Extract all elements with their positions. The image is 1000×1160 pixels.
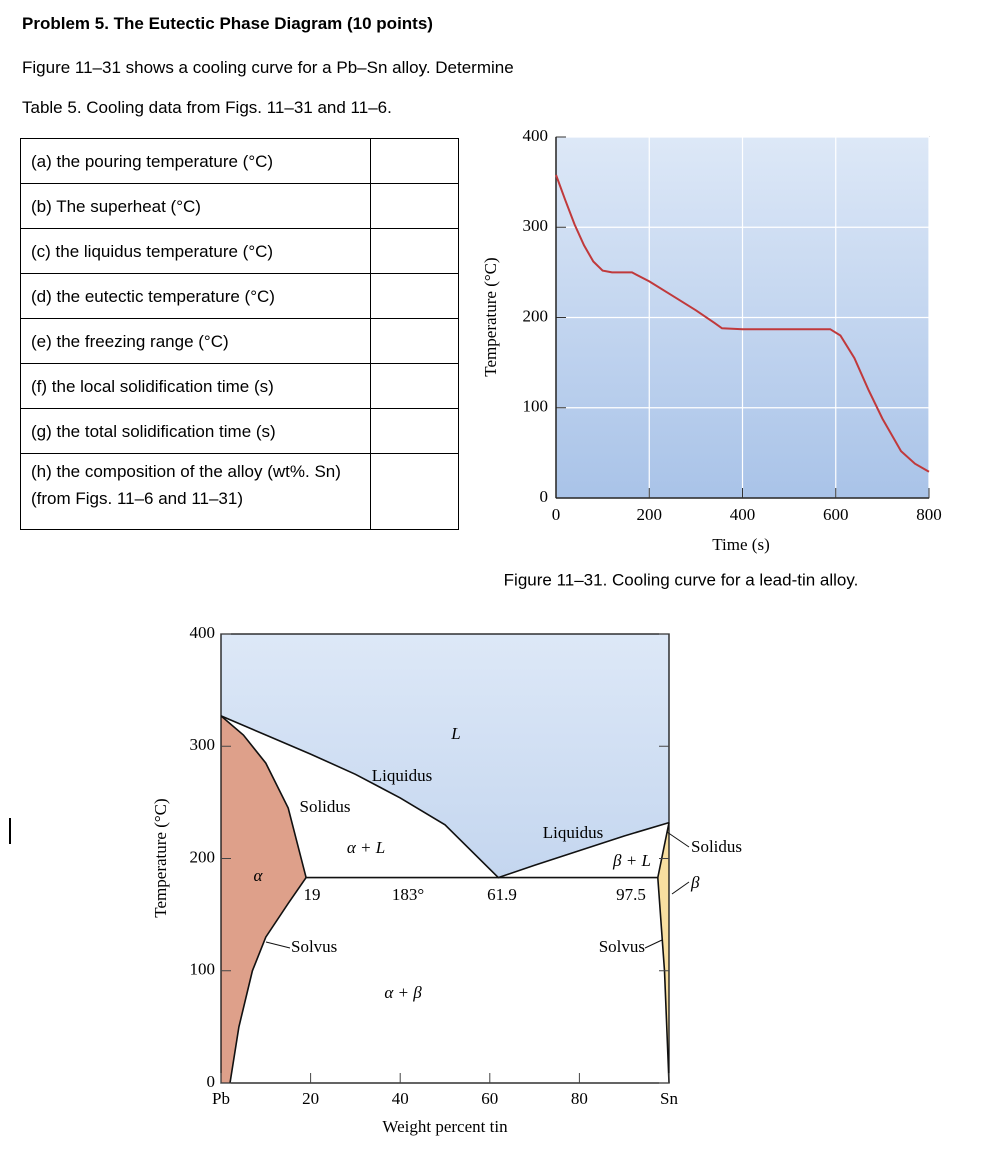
answer-cell[interactable] bbox=[370, 408, 459, 454]
x-tick-label: 40 bbox=[392, 1089, 409, 1108]
y-tick-label: 300 bbox=[523, 216, 549, 235]
problem-title: Problem 5. The Eutectic Phase Diagram (1… bbox=[22, 14, 433, 33]
annotation: α + L bbox=[347, 838, 385, 857]
annotation: 61.9 bbox=[487, 885, 517, 904]
x-tick-label: 20 bbox=[302, 1089, 319, 1108]
leader-line bbox=[666, 831, 690, 848]
liquid-region bbox=[221, 634, 669, 878]
phase-boundary bbox=[229, 877, 307, 1084]
y-tick-label: 300 bbox=[190, 735, 216, 754]
leader-line bbox=[671, 881, 690, 895]
annotation: Solidus bbox=[691, 837, 742, 856]
annotation: Liquidus bbox=[372, 766, 432, 785]
leader-line bbox=[644, 939, 663, 949]
question-table: (a) the pouring temperature (°C) (b) The … bbox=[20, 138, 459, 530]
text-cursor bbox=[9, 818, 11, 844]
answer-cell[interactable] bbox=[370, 273, 459, 319]
answer-cell[interactable] bbox=[370, 138, 459, 184]
y-axis-title: Temperature (°C) bbox=[151, 798, 170, 917]
x-tick-label: 400 bbox=[730, 505, 756, 524]
question-cell: (h) the composition of the alloy (wt%. S… bbox=[20, 453, 371, 530]
table-row: (c) the liquidus temperature (°C) bbox=[20, 228, 459, 274]
x-tick-label: 80 bbox=[571, 1089, 588, 1108]
table-row: (e) the freezing range (°C) bbox=[20, 318, 459, 364]
question-cell: (d) the eutectic temperature (°C) bbox=[20, 273, 371, 319]
question-cell: (a) the pouring temperature (°C) bbox=[20, 138, 371, 184]
x-axis-title: Time (s) bbox=[712, 535, 769, 554]
x-tick-label: Pb bbox=[212, 1089, 230, 1108]
y-tick-label: 0 bbox=[540, 487, 549, 506]
leader-line bbox=[265, 941, 291, 949]
annotation: 183° bbox=[392, 885, 424, 904]
annotation: β bbox=[690, 873, 700, 892]
answer-cell[interactable] bbox=[370, 363, 459, 409]
y-axis-title: Temperature (°C) bbox=[481, 257, 500, 376]
x-tick-label: 60 bbox=[481, 1089, 498, 1108]
figure-caption: Figure 11–31. Cooling curve for a lead-t… bbox=[504, 570, 859, 589]
phase-boundary bbox=[657, 822, 670, 878]
question-cell: (c) the liquidus temperature (°C) bbox=[20, 228, 371, 274]
answer-cell[interactable] bbox=[370, 453, 459, 530]
question-cell: (g) the total solidification time (s) bbox=[20, 408, 371, 454]
annotation: Liquidus bbox=[543, 823, 603, 842]
table-row: (b) The superheat (°C) bbox=[20, 183, 459, 229]
y-tick-label: 200 bbox=[523, 306, 549, 325]
cooling-curve bbox=[555, 174, 930, 473]
y-tick-label: 400 bbox=[190, 623, 216, 642]
problem-intro: Figure 11–31 shows a cooling curve for a… bbox=[22, 58, 514, 77]
table-row: (f) the local solidification time (s) bbox=[20, 363, 459, 409]
y-tick-label: 400 bbox=[523, 126, 549, 145]
x-tick-label: 800 bbox=[916, 505, 942, 524]
answer-cell[interactable] bbox=[370, 318, 459, 364]
annotation: Solidus bbox=[299, 797, 350, 816]
x-tick-label: Sn bbox=[660, 1089, 678, 1108]
table-row: (h) the composition of the alloy (wt%. S… bbox=[20, 453, 459, 530]
annotation: 97.5 bbox=[616, 885, 646, 904]
annotation: α + β bbox=[384, 983, 422, 1002]
question-cell: (b) The superheat (°C) bbox=[20, 183, 371, 229]
annotation: 19 bbox=[304, 885, 321, 904]
annotation: β + L bbox=[612, 851, 651, 870]
table-caption: Table 5. Cooling data from Figs. 11–31 a… bbox=[22, 98, 392, 117]
question-cell: (f) the local solidification time (s) bbox=[20, 363, 371, 409]
y-tick-label: 100 bbox=[523, 397, 549, 416]
y-tick-label: 0 bbox=[207, 1072, 216, 1091]
x-axis-title: Weight percent tin bbox=[382, 1117, 508, 1136]
annotation: Solvus bbox=[599, 937, 645, 956]
annotation: L bbox=[450, 724, 460, 743]
table-row: (g) the total solidification time (s) bbox=[20, 408, 459, 454]
y-tick-label: 200 bbox=[190, 847, 216, 866]
alpha-region bbox=[221, 715, 307, 1083]
annotation: α bbox=[254, 866, 264, 885]
phase-boundary bbox=[220, 715, 307, 878]
x-tick-label: 200 bbox=[637, 505, 663, 524]
x-tick-label: 0 bbox=[552, 505, 561, 524]
y-tick-label: 100 bbox=[190, 960, 216, 979]
annotation: Solvus bbox=[291, 937, 337, 956]
table-row: (d) the eutectic temperature (°C) bbox=[20, 273, 459, 319]
answer-cell[interactable] bbox=[370, 183, 459, 229]
x-tick-label: 600 bbox=[823, 505, 849, 524]
phase-boundary bbox=[220, 715, 670, 879]
table-row: (a) the pouring temperature (°C) bbox=[20, 138, 459, 184]
